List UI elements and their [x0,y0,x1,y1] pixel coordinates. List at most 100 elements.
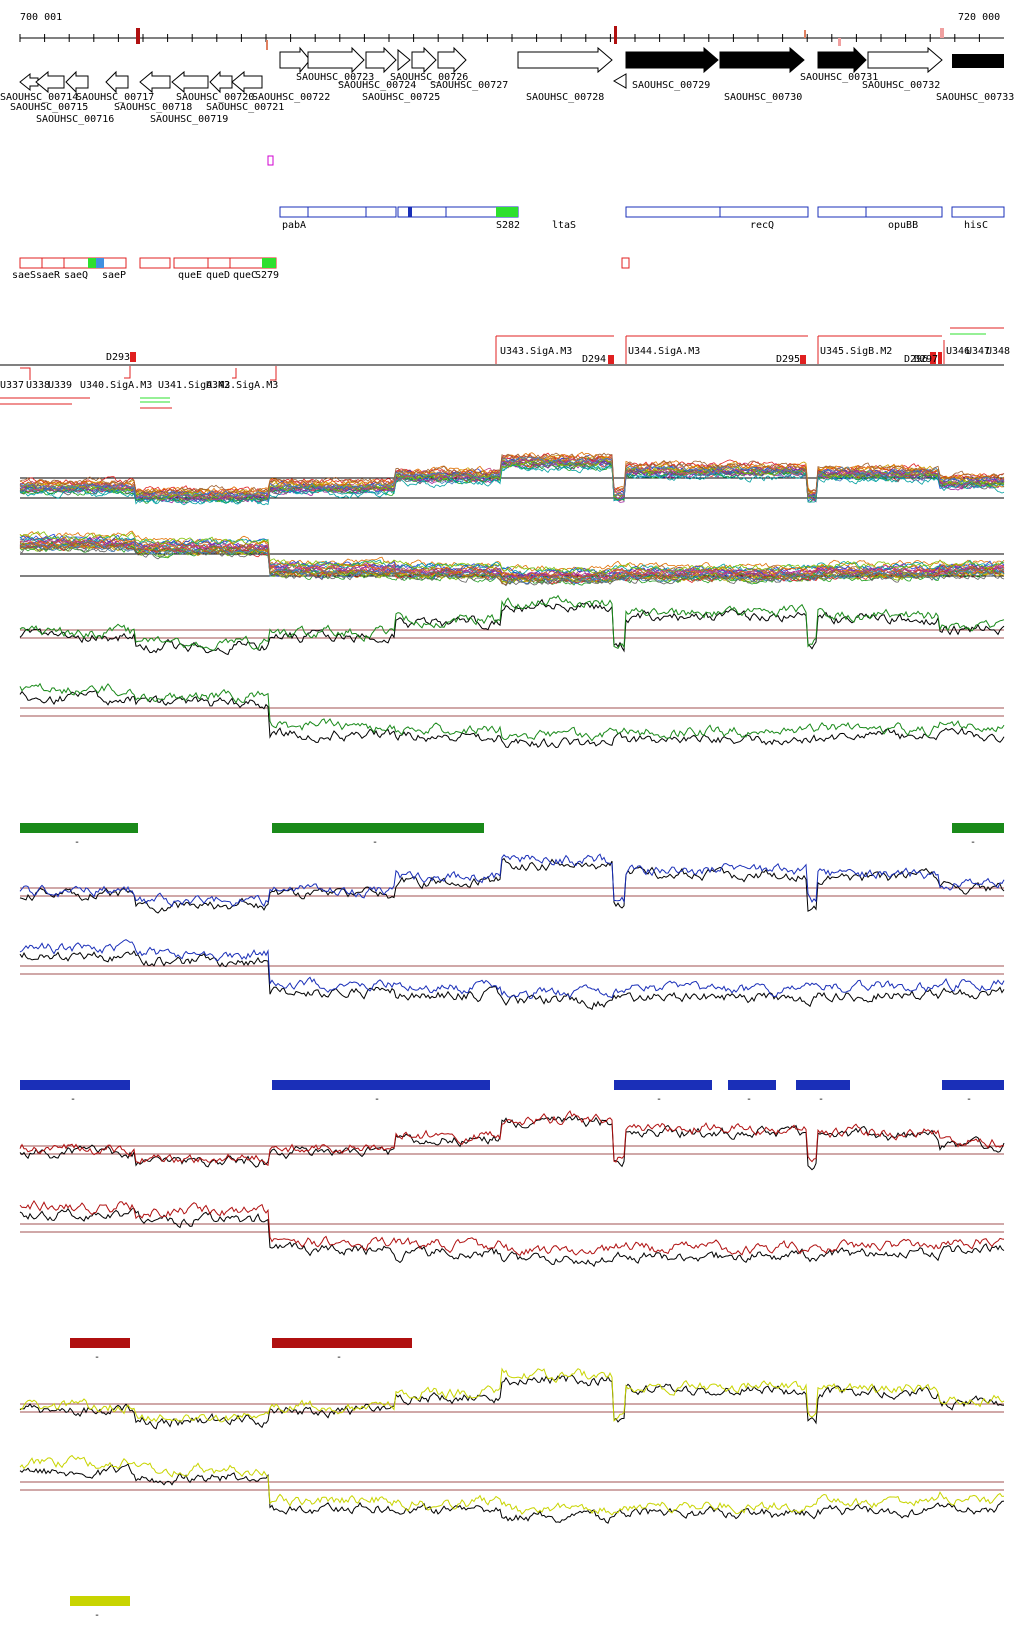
forward-genes [279,46,1004,74]
segment-bar[interactable] [20,823,138,833]
segment-mark: - [374,1094,380,1105]
red-feature-label: saeP [102,270,126,281]
gene-arrow[interactable] [279,46,311,74]
gene-label: SAOUHSC_00719 [150,114,228,125]
red-feature-label: saeQ [64,270,88,281]
gene-arrow[interactable] [625,46,719,74]
blue-feature-track: pabA S282 ltaS recQ opuBB hisC [279,206,1005,231]
gene-label: SAOUHSC_00718 [114,102,192,113]
tu-label: U348 [986,346,1010,357]
gene-arrow[interactable] [365,46,397,74]
gene-arrow[interactable] [35,70,65,94]
gene-label: SAOUHSC_00721 [206,102,284,113]
gene-arrow[interactable] [105,70,129,94]
tu-label: U346 [946,346,970,357]
segment-mark: - [94,1352,100,1363]
gene-label: SAOUHSC_00725 [362,92,440,103]
expression-panel-green [19,594,1005,749]
gene-label: SAOUHSC_00733 [936,92,1014,103]
ruler-end-label: 720 000 [958,12,1000,23]
tu-label: U342.SigA.M3 [206,380,278,391]
segment-bar[interactable] [796,1080,850,1090]
tu-label: U341.SigA.M3 [158,380,230,391]
red-feature-track: saeS saeR saeQ saeP queE queD queC S279 [12,257,630,281]
blue-feature-label: ltaS [552,220,576,231]
gene-label: SAOUHSC_00720 [176,92,254,103]
gene-arrow[interactable] [817,46,867,74]
segment-mark: - [746,1094,752,1105]
gene-arrow[interactable] [517,46,613,74]
tu-label: D293 [106,352,130,363]
segment-bars-green: - - - [20,823,1004,848]
reverse-genes [19,70,627,94]
expression-panel-blue [19,853,1005,1011]
gene-label: SAOUHSC_00724 [338,80,416,91]
tu-label: U344.SigA.M3 [628,346,700,357]
segment-mark: - [372,837,378,848]
segment-mark: - [94,1610,100,1621]
segment-bar[interactable] [614,1080,712,1090]
segment-mark: - [336,1352,342,1363]
gene-label: SAOUHSC_00729 [632,80,710,91]
segment-bar[interactable] [272,823,484,833]
ruler-marker [136,28,140,44]
expression-panel-red [19,1110,1005,1268]
blue-feature-label: pabA [282,220,306,231]
gene-arrow[interactable] [139,70,171,94]
gene-arrow[interactable] [209,70,233,94]
blue-feature-label: hisC [964,220,988,231]
gene-arrow[interactable] [437,46,467,74]
tu-label: D294 [582,354,606,365]
tu-label: D295 [776,354,800,365]
gene-label: SAOUHSC_00728 [526,92,604,103]
segment-bar[interactable] [272,1338,412,1348]
gene-arrow[interactable] [171,70,209,94]
feature-marker[interactable] [267,155,274,166]
gene-arrow[interactable] [613,73,627,89]
tu-label: U338 [26,380,50,391]
gene-arrow[interactable] [65,70,89,94]
gene-label: SAOUHSC_00722 [252,92,330,103]
gene-label: SAOUHSC_00715 [10,102,88,113]
gene-arrow[interactable] [231,70,263,94]
gene-arrow[interactable] [411,46,437,74]
blue-feature-label: S282 [496,220,520,231]
blue-feature-label: recQ [750,220,774,231]
gene-arrow[interactable] [307,46,365,74]
red-feature-label: queD [206,270,230,281]
segment-bars-red: - - [70,1338,412,1363]
gene-arrow[interactable] [719,46,805,74]
segment-bar[interactable] [70,1338,130,1348]
segment-bar[interactable] [272,1080,490,1090]
segment-mark: - [966,1094,972,1105]
gene-arrow[interactable] [867,46,943,74]
segment-mark: - [70,1094,76,1105]
segment-bar[interactable] [728,1080,776,1090]
segment-mark: - [74,837,80,848]
coordinate-ruler: 700 001 720 000 [19,12,1004,50]
segment-bar[interactable] [952,823,1004,833]
gene-arrow[interactable] [952,54,1004,68]
segment-bar[interactable] [942,1080,1004,1090]
gene-label: SAOUHSC_00716 [36,114,114,125]
gene-label: SAOUHSC_00732 [862,80,940,91]
expression-overview-panel [19,451,1005,587]
tu-label: U345.SigB.M2 [820,346,892,357]
red-feature-label: queE [178,270,202,281]
gene-label: SAOUHSC_00723 [296,72,374,83]
transcription-unit-track: D293 U343.SigA.M3 D294 U344.SigA.M3 D295… [0,327,1010,409]
gene-label: SAOUHSC_00714 [0,92,78,103]
tu-label: U340.SigA.M3 [80,380,152,391]
gene-label: SAOUHSC_00727 [430,80,508,91]
segment-bar[interactable] [70,1596,130,1606]
tu-label: U347 [966,346,990,357]
red-feature-label: queC [233,270,257,281]
segment-mark: - [970,837,976,848]
tu-label: U337 [0,380,24,391]
gene-labels: SAOUHSC_00714 SAOUHSC_00715 SAOUHSC_0071… [0,72,1014,125]
segment-bar[interactable] [20,1080,130,1090]
gene-label: SAOUHSC_00731 [800,72,878,83]
segment-mark: - [818,1094,824,1105]
gene-arrow[interactable] [397,48,411,72]
